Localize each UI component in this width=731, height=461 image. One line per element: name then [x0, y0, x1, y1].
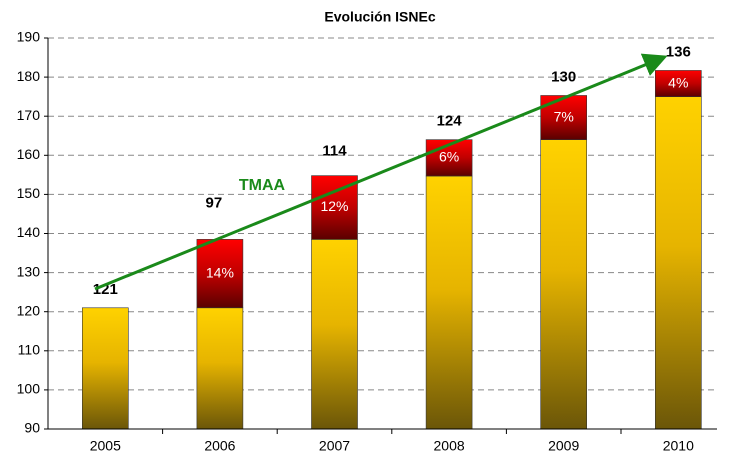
trend-arrow: [94, 53, 668, 291]
x-tick-label: 2007: [319, 438, 350, 454]
x-tick-label: 2009: [548, 438, 579, 454]
y-tick-label: 150: [17, 185, 41, 201]
y-tick-label: 100: [17, 381, 41, 397]
y-tick-label: 160: [17, 146, 41, 162]
bar-segment: [654, 96, 702, 430]
y-tick-label: 190: [17, 29, 41, 45]
bar-segment: [425, 175, 473, 430]
y-tick-label: 130: [17, 263, 41, 279]
segment-label: 4%: [668, 74, 688, 90]
segment-label: 12%: [320, 198, 348, 214]
trend-label: TMAA: [239, 177, 286, 194]
y-tick-label: 110: [18, 342, 41, 358]
bar-segment: [196, 239, 244, 309]
y-tick-label: 140: [17, 224, 41, 240]
y-tick-label: 120: [17, 302, 41, 318]
bar-segment: [82, 307, 129, 430]
top-label: 114: [322, 143, 347, 160]
bar-segment: [311, 239, 358, 430]
segment-label: 6%: [439, 149, 459, 165]
segment-label: 7%: [554, 108, 574, 124]
top-label: 121: [93, 281, 118, 298]
bar-segment: [196, 307, 244, 430]
bar-segment: [540, 139, 588, 430]
x-tick-label: 2010: [663, 438, 694, 454]
x-tick-label: 2008: [434, 438, 465, 454]
segment-label: 14%: [206, 264, 234, 280]
top-label: 136: [666, 43, 691, 60]
y-tick-label: 180: [17, 68, 41, 84]
x-tick-label: 2005: [90, 438, 121, 454]
top-label: 130: [551, 68, 576, 85]
y-tick-label: 170: [17, 107, 41, 123]
top-label: 124: [437, 113, 463, 130]
chart-title: Evolución ISNEc: [324, 9, 435, 25]
x-tick-label: 2006: [204, 438, 235, 454]
y-tick-label: 90: [24, 420, 40, 436]
top-label: 97: [206, 194, 223, 211]
